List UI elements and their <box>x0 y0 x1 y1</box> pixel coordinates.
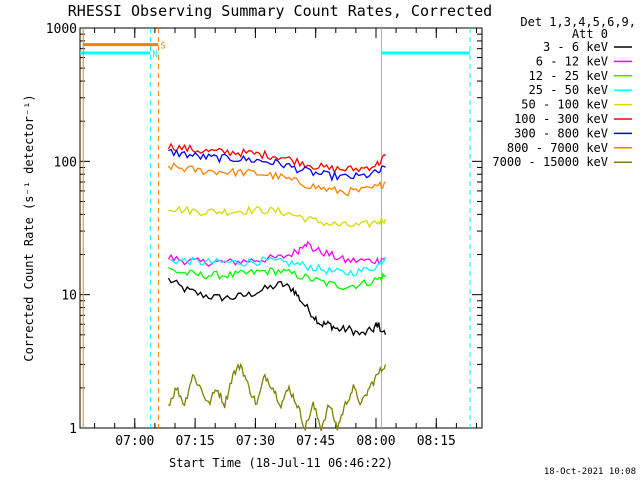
legend-entry-label: 25 - 50 keV <box>529 83 608 97</box>
y-axis-ticks: 1 10 100 1000 <box>46 22 482 437</box>
x-tick-label: 07:00 <box>115 434 154 449</box>
flag-label: S <box>160 42 165 52</box>
legend-entry-label: 100 - 300 keV <box>514 112 608 126</box>
plot-area <box>79 27 483 429</box>
y-tick-label: 1000 <box>46 22 77 37</box>
x-tick-label: 08:15 <box>417 434 456 449</box>
legend-header-line-1: Det 1,3,4,5,6,9, <box>520 15 636 29</box>
legend-entry-label: 300 - 800 keV <box>514 126 608 140</box>
x-tick-label: 07:30 <box>236 434 275 449</box>
legend-entry-label: 800 - 7000 keV <box>507 141 608 155</box>
series-line-12-25-kev <box>168 267 386 291</box>
series-line-300-800-kev <box>168 148 386 182</box>
series-line-3-6-kev <box>167 277 387 337</box>
y-tick-label: 1 <box>69 422 77 437</box>
chart-title: RHESSI Observing Summary Count Rates, Co… <box>68 2 492 20</box>
x-tick-label: 07:15 <box>176 434 215 449</box>
legend-entry-label: 6 - 12 keV <box>536 54 608 68</box>
legend-header-line-2: Att 0 <box>572 27 608 41</box>
series-line-7000-15000-kev <box>168 362 387 432</box>
x-tick-label: 08:00 <box>356 434 395 449</box>
x-axis-ticks: 07:00 07:15 07:30 07:45 08:00 08:15 <box>94 28 477 449</box>
vertical-marker-lines <box>82 28 471 428</box>
flag-label: N <box>152 50 157 60</box>
series-line-50-100-kev <box>168 205 387 229</box>
series-line-6-12-kev <box>167 240 387 268</box>
series-group <box>167 142 387 432</box>
date-stamp: 18-Oct-2021 10:08 <box>544 467 636 477</box>
y-axis-label: Corrected Count Rate (s⁻¹ detector⁻¹) <box>22 94 36 361</box>
legend-entry-label: 50 - 100 keV <box>521 98 608 112</box>
x-tick-label: 07:45 <box>296 434 335 449</box>
series-line-25-50-kev <box>168 256 387 277</box>
plot-frame <box>79 27 483 429</box>
flag-bars: SN <box>80 42 470 60</box>
y-tick-label: 100 <box>54 155 77 170</box>
y-tick-label: 10 <box>61 289 77 304</box>
x-axis-label: Start Time (18-Jul-11 06:46:22) <box>169 456 393 470</box>
series-line-800-7000-kev <box>167 161 386 197</box>
legend-entry-label: 3 - 6 keV <box>543 40 608 54</box>
series-line-100-300-kev <box>167 142 386 174</box>
legend-entry-label: 12 - 25 keV <box>529 69 608 83</box>
legend-entry-label: 7000 - 15000 keV <box>492 155 608 169</box>
